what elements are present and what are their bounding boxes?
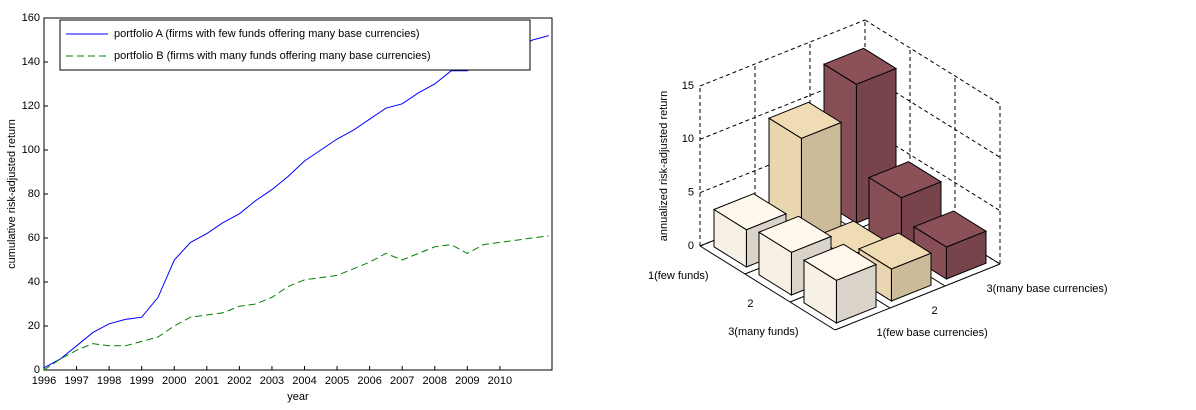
grid-line xyxy=(864,19,1001,105)
z-tick-label: 15 xyxy=(682,80,694,92)
floor-line xyxy=(699,245,836,331)
y-tick-label: 160 xyxy=(22,12,40,24)
y-tick-label: 2 xyxy=(932,305,938,317)
x-tick-label: 2000 xyxy=(162,375,186,387)
bar-face xyxy=(867,161,943,199)
z-tick-label: 0 xyxy=(688,240,694,252)
x-tick-label: 2 xyxy=(747,298,753,310)
x-axis-label: year xyxy=(287,391,309,403)
grid-line xyxy=(864,126,1001,212)
z-axis-label: annualized risk-adjusted return xyxy=(658,91,670,241)
series-line xyxy=(43,235,549,371)
y-tick-label: 80 xyxy=(28,188,40,200)
y-tick-label: 20 xyxy=(28,320,40,332)
plot-area xyxy=(43,17,553,371)
x-tick-label: 2002 xyxy=(227,375,251,387)
x-tick-label: 2009 xyxy=(455,375,479,387)
bar-face xyxy=(857,232,933,270)
x-tick-label: 2007 xyxy=(390,375,414,387)
series-line xyxy=(43,35,549,369)
x-tick-label: 2008 xyxy=(423,375,447,387)
bar-face xyxy=(802,243,878,281)
y-tick-label: 120 xyxy=(22,100,40,112)
y-tick-label: 40 xyxy=(28,276,40,288)
x-tick-label: 2004 xyxy=(292,375,316,387)
bar xyxy=(802,243,878,324)
x-tick-label: 2001 xyxy=(195,375,219,387)
bar-face xyxy=(757,215,833,253)
bar xyxy=(912,210,988,280)
y-tick-label: 140 xyxy=(22,56,40,68)
x-tick-label: 2010 xyxy=(488,375,512,387)
legend-label: portfolio A (firms with few funds offeri… xyxy=(114,28,420,40)
z-tick-label: 5 xyxy=(688,187,694,199)
x-tick-label: 1999 xyxy=(129,375,153,387)
x-tick-label: 2003 xyxy=(260,375,284,387)
legend-box xyxy=(59,19,531,71)
floor-line xyxy=(834,263,1001,331)
grid-line xyxy=(699,19,866,87)
y-tick-label: 60 xyxy=(28,232,40,244)
x-tick-label: 1(few funds) xyxy=(648,270,709,282)
x-tick-label: 1996 xyxy=(32,375,56,387)
y-tick-label: 100 xyxy=(22,144,40,156)
y-axis-label: cumulative risk-adjusted return xyxy=(6,119,18,269)
legend-label: portfolio B (firms with many funds offer… xyxy=(114,50,430,62)
y-tick-label: 1(few base currencies) xyxy=(877,327,988,339)
x-tick-label: 2005 xyxy=(325,375,349,387)
bar-face xyxy=(912,210,988,248)
z-tick-label: 10 xyxy=(682,133,694,145)
bar-face xyxy=(767,101,843,139)
x-tick-label: 2006 xyxy=(357,375,381,387)
y-tick-label: 0 xyxy=(34,364,40,376)
y-tick-label: 3(many base currencies) xyxy=(987,283,1108,295)
grid-line xyxy=(864,72,1001,158)
x-tick-label: 1997 xyxy=(64,375,88,387)
x-tick-label: 3(many funds) xyxy=(728,326,798,338)
bar-face xyxy=(712,193,788,231)
x-tick-label: 1998 xyxy=(97,375,121,387)
bar-face xyxy=(822,47,898,85)
